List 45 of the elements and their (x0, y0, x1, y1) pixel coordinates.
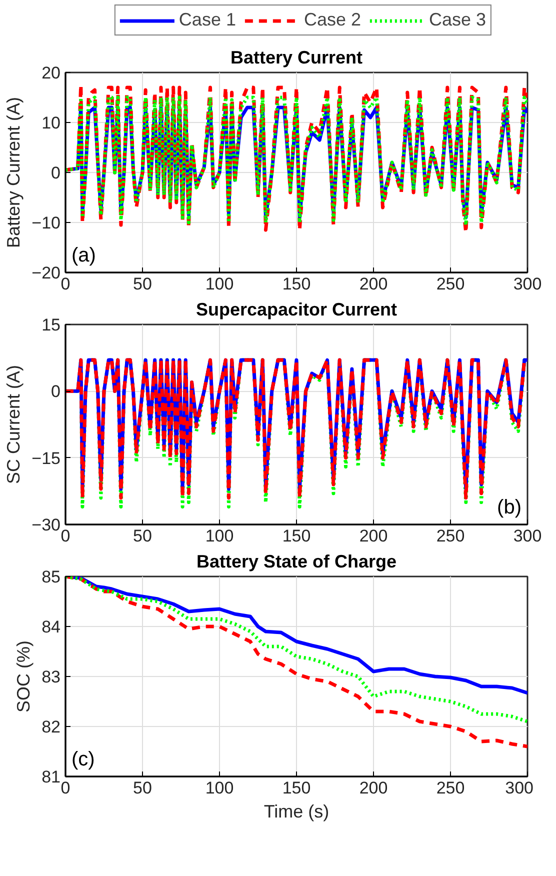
legend-label: Case 2 (304, 10, 362, 30)
y-tick-label: 85 (42, 568, 61, 586)
x-tick-label: 250 (436, 274, 465, 294)
x-tick-label: 150 (282, 274, 311, 294)
chart-title: Battery State of Charge (196, 552, 397, 572)
y-tick-label: 20 (42, 64, 61, 82)
x-tick-label: 100 (205, 778, 234, 798)
x-tick-label: 100 (205, 526, 234, 546)
x-tick-label: 250 (436, 526, 465, 546)
x-tick-label: 200 (359, 778, 388, 798)
y-tick-label: 15 (42, 316, 61, 334)
x-tick-label: 300 (505, 778, 534, 798)
x-tick-label: 50 (133, 526, 152, 546)
x-tick-label: 50 (133, 778, 152, 798)
y-tick-label: 84 (42, 618, 61, 636)
y-tick-label: −10 (32, 214, 61, 232)
x-tick-label: 300 (513, 526, 542, 546)
x-tick-label: 50 (133, 274, 152, 294)
y-tick-label: 10 (42, 114, 61, 132)
x-tick-label: 100 (205, 274, 234, 294)
x-tick-label: 250 (436, 778, 465, 798)
y-tick-label: 83 (42, 668, 61, 686)
y-axis-title: SC Current (A) (4, 364, 24, 484)
x-tick-label: 200 (359, 526, 388, 546)
x-tick-label: 150 (282, 526, 311, 546)
y-axis-title: Battery Current (A) (4, 96, 24, 248)
annotation: (a) (72, 244, 96, 266)
annotation: (c) (72, 748, 95, 770)
chart-title: Supercapacitor Current (196, 300, 398, 320)
y-tick-label: 0 (51, 382, 61, 402)
x-axis-title: Time (s) (264, 802, 330, 822)
chart-title: Battery Current (230, 48, 363, 68)
y-tick-label: −20 (32, 264, 61, 282)
legend-label: Case 1 (178, 10, 236, 30)
x-tick-label: 150 (282, 778, 311, 798)
y-tick-label: 0 (51, 164, 61, 182)
y-tick-label: 81 (42, 768, 61, 786)
y-tick-label: 82 (42, 718, 61, 736)
y-tick-label: −15 (32, 448, 61, 468)
y-tick-label: −30 (32, 516, 61, 534)
y-axis-title: SOC (%) (14, 640, 34, 712)
x-tick-label: 300 (513, 274, 542, 294)
legend-label: Case 3 (429, 10, 486, 30)
x-tick-label: 200 (359, 274, 388, 294)
annotation: (b) (497, 496, 522, 518)
